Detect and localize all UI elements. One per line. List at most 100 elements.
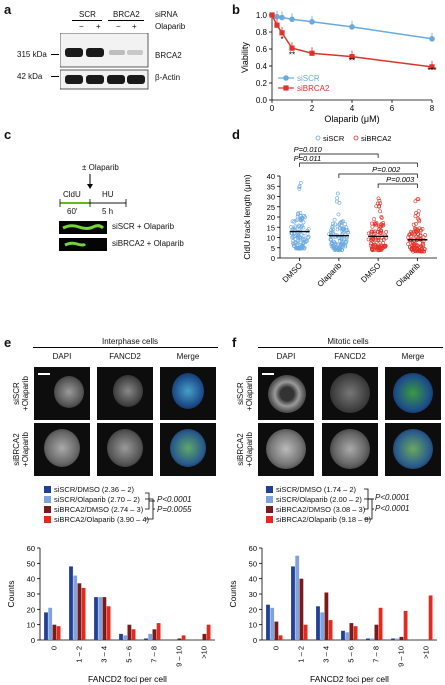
- track-point: [343, 222, 348, 227]
- y-tick-label: 0.0: [256, 96, 268, 105]
- track-point: [379, 245, 384, 250]
- protocol-timeline: [59, 174, 127, 207]
- p-bracket: [377, 183, 418, 188]
- f-bar: [399, 636, 404, 640]
- e-merge-brca2: [160, 423, 216, 476]
- e-row2-text: siBRCA2 +Olaparib: [12, 432, 30, 467]
- track-point: [377, 199, 382, 203]
- track-point: [339, 220, 344, 225]
- y-tick-label: 35: [267, 182, 275, 191]
- e-bar: [56, 626, 61, 640]
- x-tick-label: 3 – 4: [321, 646, 330, 663]
- significance-stars: *: [280, 35, 283, 44]
- f-bar: [328, 620, 333, 640]
- x-axis-label: FANCD2 foci per cell: [310, 674, 389, 684]
- e-legend-text-2: siSCR/Olaparib (2.70 – 2): [54, 495, 140, 504]
- e-bar: [181, 635, 186, 640]
- f-bar: [353, 626, 358, 640]
- y-tick-label: 10: [249, 621, 257, 630]
- f-fancd2-brca2: [322, 423, 378, 476]
- track-point: [413, 245, 418, 250]
- sibrca2-point: [269, 12, 275, 18]
- arrow-down-icon: [87, 184, 93, 189]
- track-point: [301, 225, 306, 230]
- track-point: [305, 239, 309, 243]
- e-bar: [77, 583, 82, 640]
- track-point: [297, 185, 302, 190]
- track-point: [379, 215, 384, 219]
- f-col-merge: Merge: [401, 352, 425, 361]
- y-tick-label: 20: [267, 213, 275, 222]
- track-point: [335, 196, 340, 201]
- sign-3: −: [116, 22, 121, 31]
- e-fancd2-brca2: [97, 423, 153, 476]
- e-row2-label: siBRCA2 +Olaparib: [12, 423, 34, 476]
- e-bar: [123, 635, 128, 640]
- track-point: [384, 230, 389, 234]
- track-point: [381, 223, 386, 228]
- track-point: [346, 230, 351, 235]
- e-bar: [106, 606, 111, 640]
- e-bar: [73, 575, 78, 640]
- f-bar: [370, 638, 375, 640]
- track-point: [301, 214, 306, 218]
- y-tick-label: 0.2: [256, 79, 268, 88]
- f-legend-text-3: siBRCA2/DMSO (3.08 – 3): [276, 505, 366, 514]
- track-point: [422, 247, 427, 252]
- track-point: [333, 241, 338, 246]
- track-point: [415, 197, 420, 202]
- track-point: [409, 246, 414, 251]
- p-bracket: [299, 162, 418, 167]
- e-bar: [52, 624, 57, 640]
- y-axis-label: Viability: [240, 42, 250, 73]
- track-point: [371, 243, 376, 248]
- western-blot: [60, 33, 149, 90]
- track-point: [416, 209, 421, 214]
- track-point: [331, 221, 335, 226]
- e-bar: [144, 638, 148, 640]
- f-bar: [374, 624, 379, 640]
- olaparib-addition-label: ± Olaparib: [82, 163, 119, 172]
- x-tick-label: 7 – 8: [149, 646, 158, 663]
- f-row2-label: siBRCA2 +Olaparib: [236, 423, 258, 476]
- f-bar: [320, 612, 325, 640]
- track-point: [298, 236, 303, 241]
- track-point: [291, 242, 296, 246]
- track-point: [377, 203, 382, 208]
- y-axis-label: Counts: [228, 581, 238, 608]
- e-bar: [202, 633, 207, 640]
- track-point: [368, 243, 373, 248]
- track-point: [299, 216, 304, 221]
- f-merge-scr: [385, 367, 441, 420]
- f-bar: [341, 630, 345, 640]
- y-tick-label: 15: [267, 223, 275, 232]
- p-bracket: [299, 153, 379, 158]
- band-actin-3: [107, 75, 125, 84]
- p-value-label: P=0.003: [386, 175, 415, 184]
- legend-label-siscr: siSCR: [323, 134, 345, 143]
- track-point: [414, 221, 418, 226]
- track-point: [298, 181, 303, 185]
- f-legend-text-1: siSCR/DMSO (1.74 – 2): [276, 485, 357, 494]
- track-point: [306, 227, 311, 232]
- e-legend-text-1: siSCR/DMSO (2.36 – 2): [54, 485, 135, 494]
- f-merge-brca2: [385, 423, 441, 476]
- track-point: [345, 230, 350, 235]
- f-legend-text-4: siBRCA2/Olaparib (9.18 – 8): [276, 515, 372, 524]
- p-value-label: P=0.011: [294, 154, 322, 163]
- track-point: [413, 214, 418, 219]
- sign-4: +: [132, 22, 137, 31]
- track-point: [407, 232, 412, 237]
- track-point: [371, 229, 376, 234]
- col-label-scr: SCR: [79, 10, 96, 19]
- x-tick-label: 0: [271, 646, 280, 650]
- band-label-brca2: BRCA2: [155, 51, 182, 60]
- y-tick-label: 0: [271, 254, 275, 263]
- band-brca2-3: [109, 50, 125, 55]
- f-bar: [403, 610, 408, 640]
- y-tick-label: 30: [267, 193, 275, 202]
- panel-c-letter: c: [4, 127, 12, 142]
- tick-42: [51, 76, 59, 77]
- hu-label: HU: [102, 190, 114, 199]
